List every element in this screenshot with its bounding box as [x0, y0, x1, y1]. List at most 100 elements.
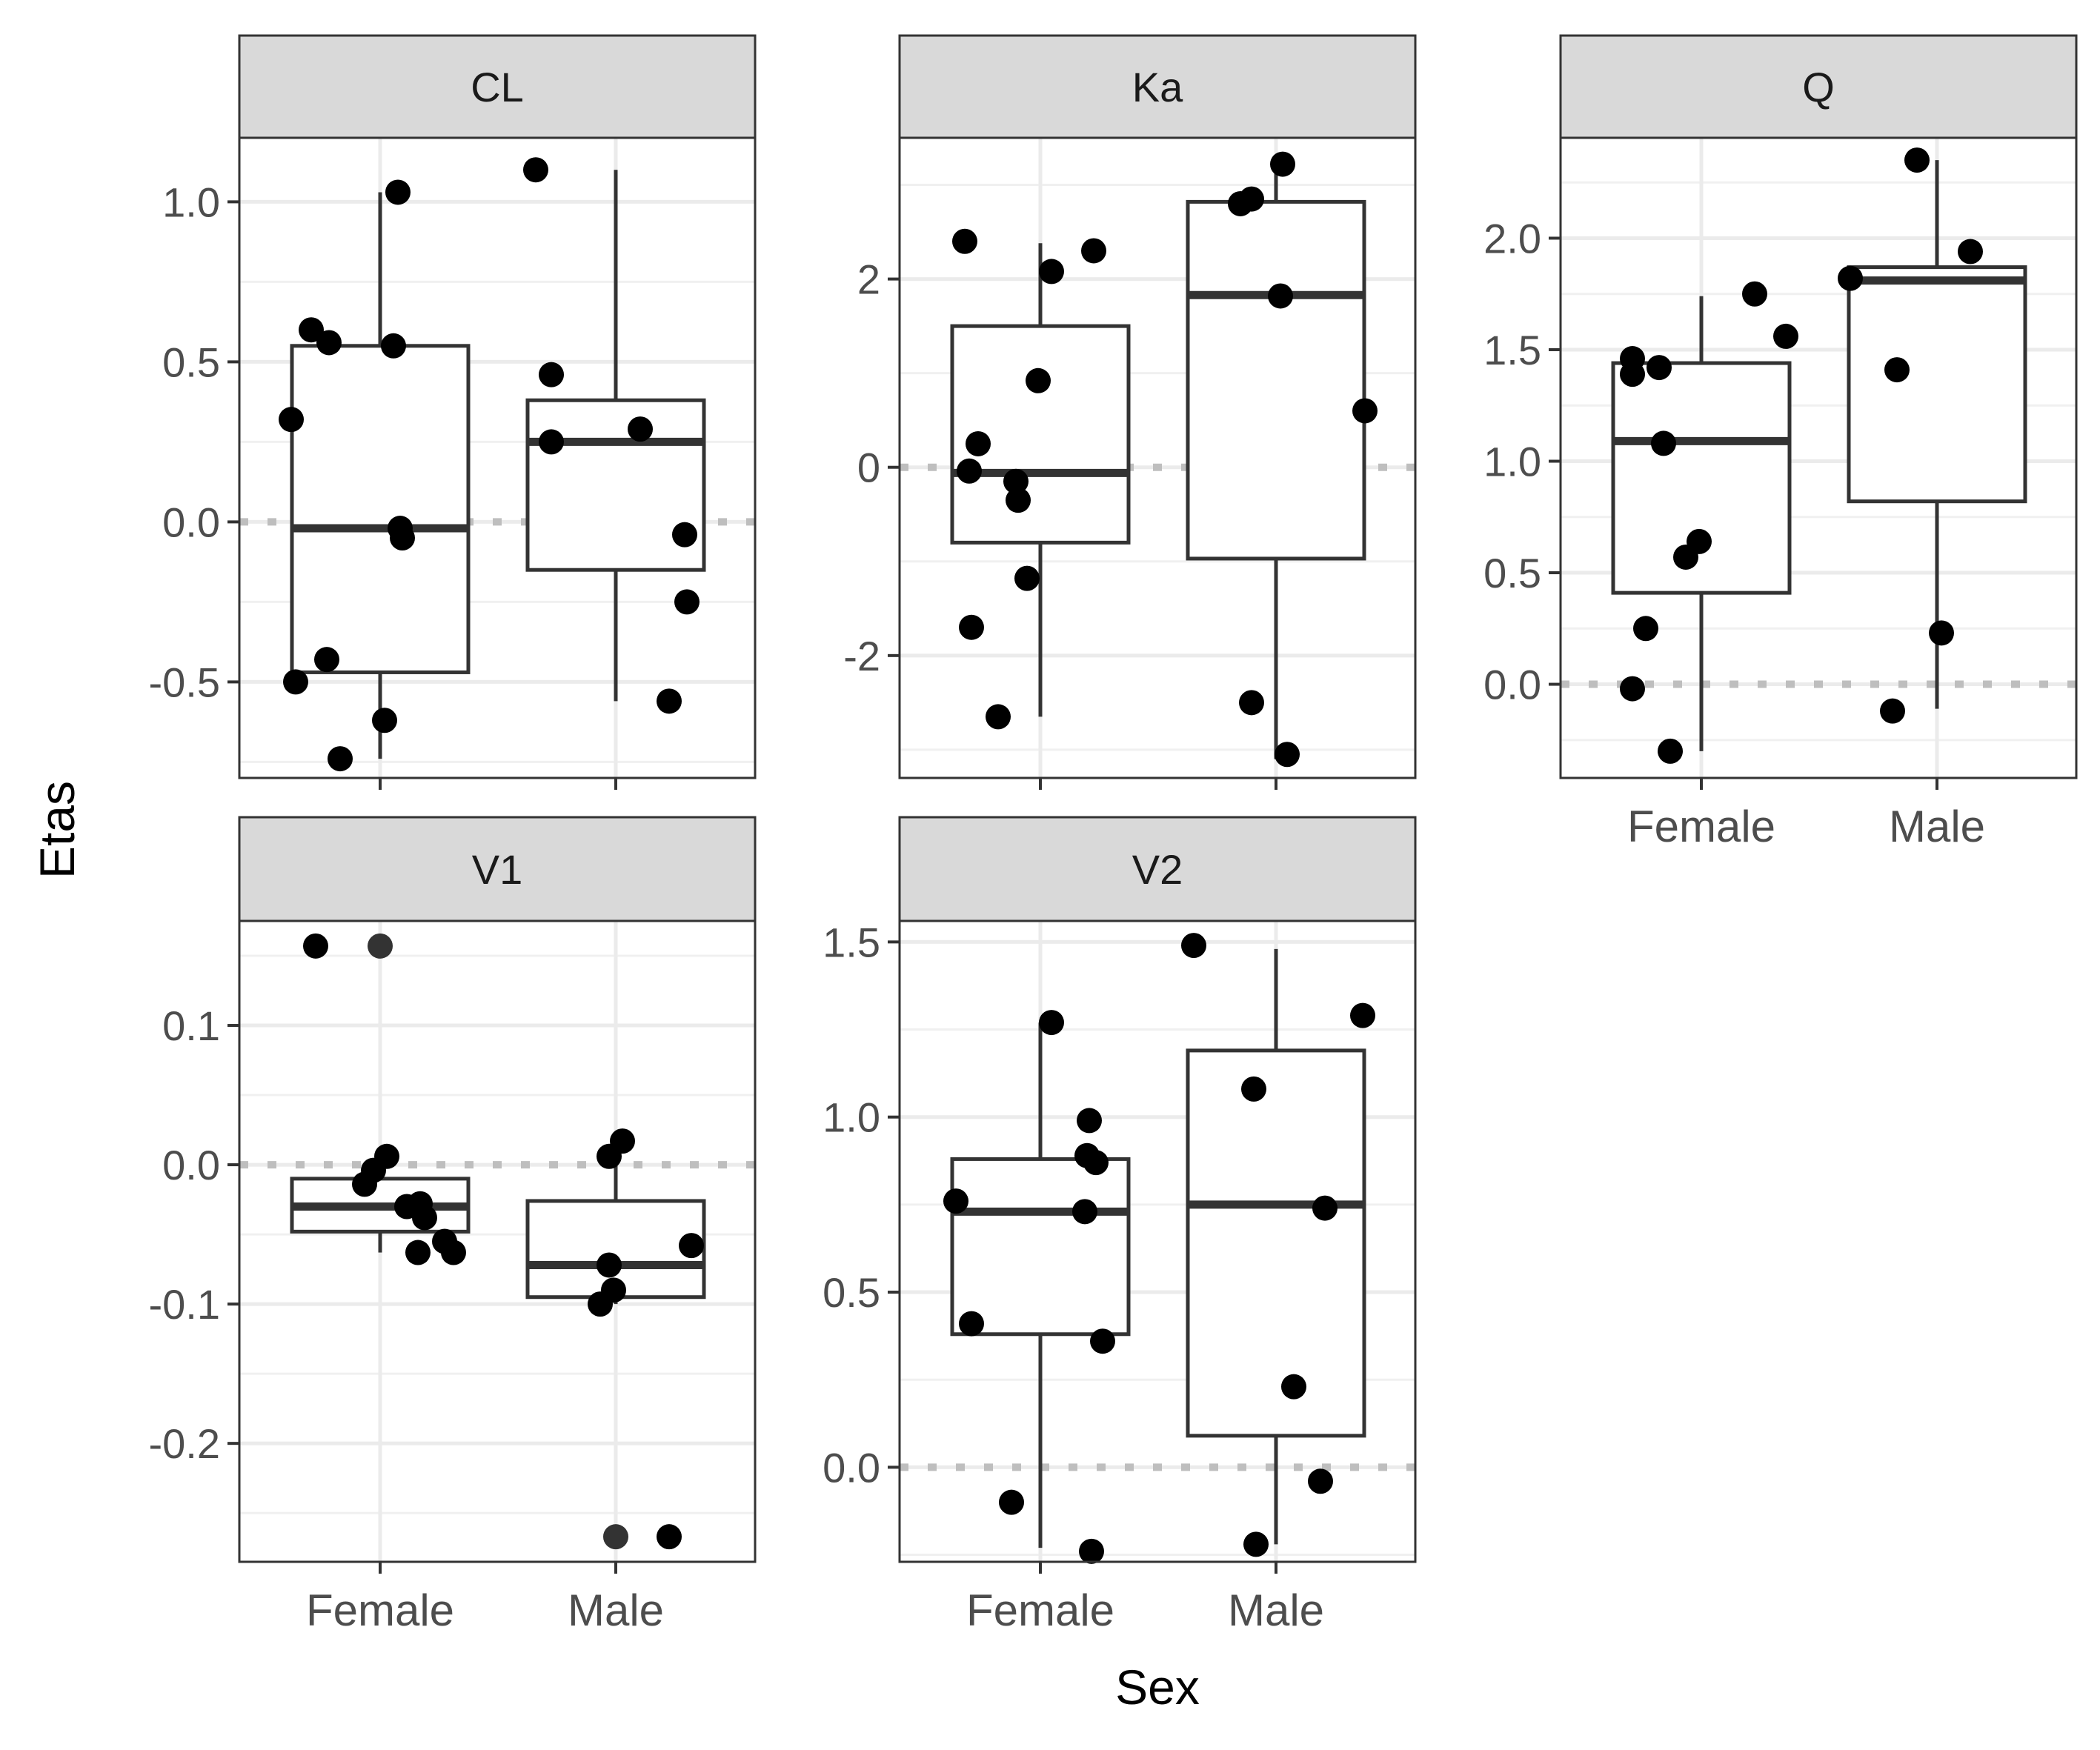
data-point	[1006, 488, 1031, 513]
data-point	[657, 688, 682, 714]
facet-label: CL	[471, 64, 524, 110]
data-point	[279, 407, 304, 433]
data-point	[1742, 281, 1767, 307]
facet-strip	[238, 816, 757, 922]
data-point	[1647, 355, 1672, 381]
data-point	[1072, 1199, 1097, 1225]
box-iqr	[950, 1157, 1131, 1337]
data-point	[1241, 1076, 1266, 1102]
data-point	[405, 1240, 431, 1265]
facet-panels: CL -0.5 0.0 0.5 1.0 Ka -2 0 2 Q 0.0 0.5 1.0 1.5 2.0 Fem…	[149, 34, 2078, 1635]
data-point	[986, 704, 1011, 730]
panel-border	[1559, 136, 2078, 779]
data-point	[1658, 738, 1683, 764]
y-tick-label: -0.5	[149, 659, 221, 705]
panel-v1: V1 -0.2 -0.1 0.0 0.1 Female Male	[149, 816, 757, 1635]
data-point	[372, 708, 397, 733]
data-point	[523, 157, 548, 183]
box-iqr	[1611, 361, 1792, 595]
data-point	[952, 228, 977, 254]
data-point	[1929, 620, 1954, 646]
data-point	[1884, 357, 1910, 383]
panel-border	[238, 136, 757, 779]
y-tick-label: -2	[843, 633, 880, 679]
data-point	[1281, 1374, 1306, 1400]
facet-strip	[898, 816, 1417, 922]
data-point	[1077, 1108, 1102, 1134]
x-tick-label: Male	[568, 1586, 664, 1635]
data-point	[539, 362, 564, 387]
box-female	[1611, 296, 1792, 751]
y-tick-label: -0.2	[149, 1420, 221, 1467]
data-point	[1239, 690, 1264, 716]
data-point	[1079, 1538, 1104, 1564]
x-tick-label: Female	[306, 1586, 454, 1635]
x-tick-label: Male	[1889, 802, 1985, 851]
box-female	[950, 243, 1131, 717]
y-tick-label: 1.5	[823, 919, 880, 965]
data-point	[1773, 323, 1798, 349]
data-point	[1239, 186, 1264, 212]
data-point	[1880, 698, 1905, 724]
data-point	[597, 1252, 622, 1278]
panel-q: Q 0.0 0.5 1.0 1.5 2.0 Female Male	[1483, 34, 2078, 851]
data-point	[943, 1188, 968, 1214]
panel-v2: V2 0.0 0.5 1.0 1.5 Female Male	[823, 816, 1417, 1635]
data-point	[672, 522, 697, 548]
data-point	[283, 669, 308, 695]
y-tick-label: 0.0	[162, 1142, 220, 1188]
y-tick-label: 0.0	[823, 1444, 880, 1491]
data-point	[1352, 398, 1378, 424]
data-point	[1090, 1328, 1115, 1354]
data-point	[1633, 616, 1658, 642]
facet-strip	[1559, 34, 2078, 139]
data-point	[1026, 367, 1051, 393]
facet-label: V2	[1132, 846, 1183, 893]
data-point	[314, 647, 339, 673]
data-point	[1014, 565, 1040, 591]
data-point	[1838, 265, 1863, 291]
y-tick-label: 2	[857, 256, 880, 303]
data-point	[1003, 468, 1029, 494]
data-point	[374, 1143, 399, 1169]
panel-border	[898, 136, 1417, 779]
panel-cl: CL -0.5 0.0 0.5 1.0	[149, 34, 757, 790]
x-tick-label: Female	[966, 1586, 1114, 1635]
box-male	[1186, 166, 1366, 759]
data-point	[303, 933, 328, 959]
data-point	[999, 1489, 1024, 1515]
box-female	[950, 1022, 1131, 1548]
data-point	[1904, 147, 1930, 173]
box-iqr	[1847, 265, 2027, 504]
y-tick-label: 1.0	[162, 179, 220, 225]
data-point	[679, 1233, 704, 1259]
box-iqr	[1186, 199, 1366, 561]
data-point	[1687, 528, 1712, 554]
data-point	[1651, 430, 1676, 456]
box-iqr	[525, 1199, 706, 1300]
y-tick-label: 0.0	[1483, 662, 1541, 708]
data-point	[441, 1240, 466, 1265]
facet-strip	[238, 34, 757, 139]
box-iqr	[290, 344, 471, 674]
data-point	[316, 330, 342, 356]
data-point	[1081, 238, 1106, 264]
data-point	[1620, 676, 1645, 702]
box-male	[525, 1165, 706, 1550]
facet-strip	[898, 34, 1417, 139]
box-male	[1847, 160, 2027, 709]
x-tick-label: Male	[1228, 1586, 1324, 1635]
data-point	[657, 1524, 682, 1550]
box-female	[290, 192, 471, 759]
data-point	[1268, 283, 1293, 309]
data-point	[957, 458, 982, 484]
panel-border	[238, 919, 757, 1563]
data-point	[1308, 1468, 1333, 1494]
y-tick-label: 0	[857, 445, 880, 491]
data-point	[390, 525, 415, 550]
y-tick-label: 0.1	[162, 1002, 220, 1049]
box-iqr	[1186, 1048, 1366, 1438]
data-point	[1039, 259, 1064, 285]
y-tick-label: 1.0	[1483, 439, 1541, 485]
